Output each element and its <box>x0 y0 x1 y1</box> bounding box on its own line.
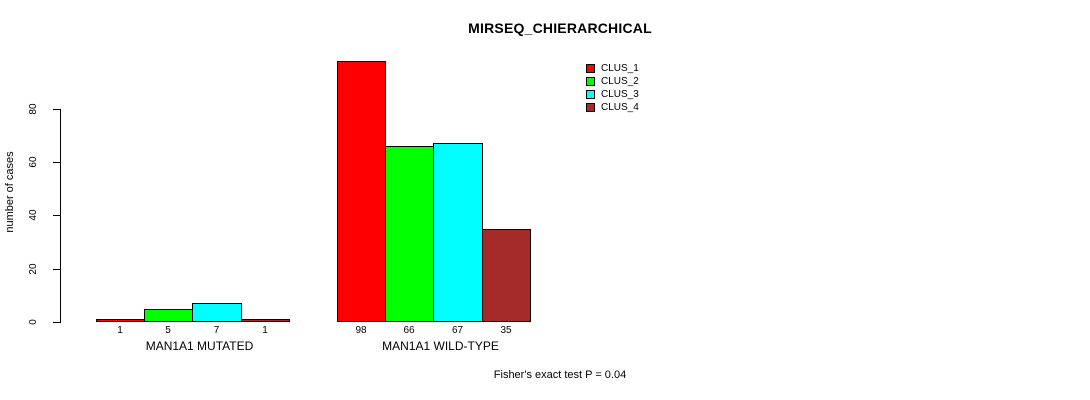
y-axis-tick-label: 60 <box>28 156 39 168</box>
bar-clus_2 <box>144 309 193 322</box>
legend: CLUS_1 CLUS_2 CLUS_3 CLUS_4 <box>586 62 639 114</box>
x-group-label: MAN1A1 WILD-TYPE <box>382 339 499 353</box>
y-axis-tick <box>53 322 60 323</box>
bar-clus_4 <box>241 319 290 322</box>
bar-value-label: 67 <box>451 325 464 336</box>
y-axis-tick <box>53 269 60 270</box>
y-axis-line <box>60 109 61 323</box>
bar-clus_1 <box>96 319 145 322</box>
legend-item: CLUS_2 <box>586 75 639 88</box>
legend-item: CLUS_4 <box>586 101 639 114</box>
legend-swatch-clus_3 <box>586 90 595 99</box>
bar-value-label: 7 <box>213 325 220 336</box>
bar-value-label: 98 <box>355 325 367 336</box>
bar-value-label: 1 <box>262 325 268 336</box>
y-axis-tick <box>53 215 60 216</box>
legend-label: CLUS_4 <box>601 102 639 113</box>
y-axis-tick-label: 40 <box>28 209 39 221</box>
legend-item: CLUS_3 <box>586 88 639 101</box>
bar-value-label: 1 <box>117 325 123 336</box>
bar-clus_2 <box>385 146 434 322</box>
legend-swatch-clus_1 <box>586 64 595 73</box>
bar-clus_1 <box>337 61 386 322</box>
legend-label: CLUS_1 <box>601 63 639 74</box>
bar-value-label: 66 <box>403 325 415 336</box>
y-axis-tick-label: 80 <box>28 103 39 115</box>
legend-swatch-clus_4 <box>586 103 595 112</box>
bar-clus_4 <box>482 229 531 322</box>
y-axis-tick-label: 20 <box>28 263 39 275</box>
bar-value-label: 5 <box>165 325 171 336</box>
bar-clus_3 <box>433 143 483 322</box>
legend-swatch-clus_2 <box>586 77 595 86</box>
y-axis-tick <box>53 109 60 110</box>
y-axis-tick-label: 0 <box>28 319 39 325</box>
legend-item: CLUS_1 <box>586 62 639 75</box>
legend-label: CLUS_3 <box>601 89 639 100</box>
y-axis-label: number of cases <box>4 151 16 233</box>
y-axis-tick <box>53 162 60 163</box>
bar-clus_3 <box>192 303 242 322</box>
legend-label: CLUS_2 <box>601 76 639 87</box>
bar-value-label: 35 <box>500 325 512 336</box>
annotation-pvalue: Fisher's exact test P = 0.04 <box>493 369 627 381</box>
x-group-label: MAN1A1 MUTATED <box>145 339 254 353</box>
chart-title: MIRSEQ_CHIERARCHICAL <box>468 20 652 36</box>
